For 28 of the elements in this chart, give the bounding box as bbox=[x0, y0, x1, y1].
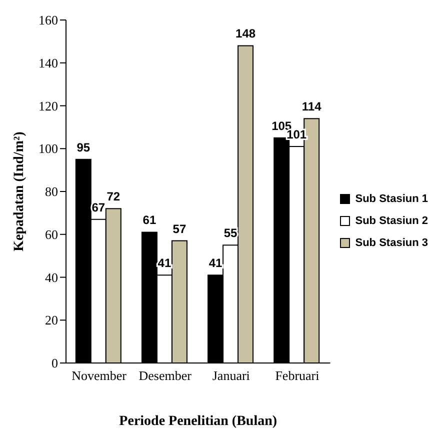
x-tick-label: November bbox=[72, 368, 128, 384]
y-tick-label: 40 bbox=[45, 270, 58, 285]
data-label: 95 bbox=[76, 140, 90, 154]
legend-label: Sub Stasiun 2 bbox=[355, 214, 428, 226]
y-tick-label: 80 bbox=[45, 184, 58, 200]
data-label: 41 bbox=[208, 256, 223, 270]
data-label: 55 bbox=[224, 226, 238, 240]
data-label: 148 bbox=[236, 26, 256, 41]
data-label: 67 bbox=[92, 200, 106, 214]
x-axis-title: Periode Penelitian (Bulan) bbox=[119, 414, 278, 429]
y-tick-label: 100 bbox=[38, 141, 58, 156]
y-tick-label: 120 bbox=[38, 98, 58, 114]
y-tick-label: 60 bbox=[45, 226, 58, 242]
legend-label: Sub Stasiun 1 bbox=[355, 192, 428, 204]
legend-label: Sub Stasiun 3 bbox=[355, 236, 428, 248]
data-label: 41 bbox=[158, 256, 172, 270]
data-label: 57 bbox=[172, 222, 186, 236]
x-tick-label: Februari bbox=[275, 368, 320, 384]
data-label: 72 bbox=[106, 190, 120, 204]
x-tick-label: Januari bbox=[212, 368, 250, 384]
y-tick-label: 160 bbox=[38, 12, 58, 28]
y-axis-title: Kepadatan (Ind/m²) bbox=[12, 131, 27, 252]
y-tick-label: 0 bbox=[52, 356, 58, 371]
y-tick-label: 20 bbox=[45, 312, 58, 328]
data-label: 114 bbox=[302, 100, 322, 114]
data-label: 61 bbox=[142, 213, 156, 228]
x-tick-label: Desember bbox=[138, 368, 192, 384]
y-tick-label: 140 bbox=[38, 55, 58, 70]
